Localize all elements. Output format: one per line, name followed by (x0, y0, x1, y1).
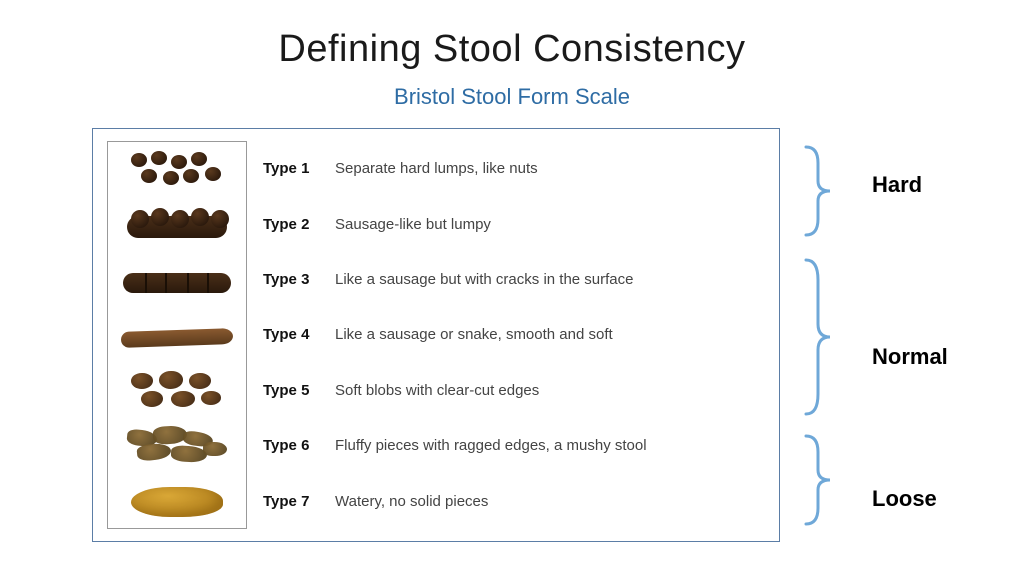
brace-path (806, 436, 830, 524)
illustration-type-5 (108, 363, 246, 418)
scale-table: Type 1 Separate hard lumps, like nuts Ty… (92, 128, 780, 542)
type-description: Fluffy pieces with ragged edges, a mushy… (335, 437, 647, 454)
illustration-type-6 (108, 418, 246, 473)
type-label: Type 6 (263, 437, 335, 454)
category-label-normal: Normal (872, 344, 948, 370)
table-row: Type 7 Watery, no solid pieces (263, 474, 763, 529)
table-row: Type 6 Fluffy pieces with ragged edges, … (263, 418, 763, 473)
type-description: Sausage-like but lumpy (335, 216, 491, 233)
brace-normal (800, 256, 836, 418)
illustration-type-1 (108, 142, 246, 197)
type-label: Type 7 (263, 493, 335, 510)
page-subtitle: Bristol Stool Form Scale (0, 84, 1024, 110)
description-column: Type 1 Separate hard lumps, like nuts Ty… (263, 141, 763, 529)
table-row: Type 3 Like a sausage but with cracks in… (263, 252, 763, 307)
slide: Defining Stool Consistency Bristol Stool… (0, 0, 1024, 574)
illustration-type-7 (108, 473, 246, 528)
category-label-hard: Hard (872, 172, 922, 198)
type-description: Soft blobs with clear-cut edges (335, 382, 539, 399)
category-label-loose: Loose (872, 486, 937, 512)
type-label: Type 3 (263, 271, 335, 288)
type-description: Like a sausage but with cracks in the su… (335, 271, 634, 288)
table-row: Type 2 Sausage-like but lumpy (263, 196, 763, 251)
brace-path (806, 147, 830, 235)
table-row: Type 4 Like a sausage or snake, smooth a… (263, 307, 763, 362)
table-row: Type 5 Soft blobs with clear-cut edges (263, 363, 763, 418)
type-description: Separate hard lumps, like nuts (335, 160, 538, 177)
illustration-type-4 (108, 307, 246, 362)
type-label: Type 4 (263, 326, 335, 343)
illustration-type-2 (108, 197, 246, 252)
type-description: Watery, no solid pieces (335, 493, 488, 510)
illustration-type-3 (108, 252, 246, 307)
type-label: Type 2 (263, 216, 335, 233)
type-description: Like a sausage or snake, smooth and soft (335, 326, 613, 343)
type-label: Type 1 (263, 160, 335, 177)
illustration-column (107, 141, 247, 529)
table-row: Type 1 Separate hard lumps, like nuts (263, 141, 763, 196)
type-label: Type 5 (263, 382, 335, 399)
brace-loose (800, 432, 836, 528)
page-title: Defining Stool Consistency (0, 28, 1024, 71)
brace-path (806, 260, 830, 414)
brace-hard (800, 143, 836, 239)
